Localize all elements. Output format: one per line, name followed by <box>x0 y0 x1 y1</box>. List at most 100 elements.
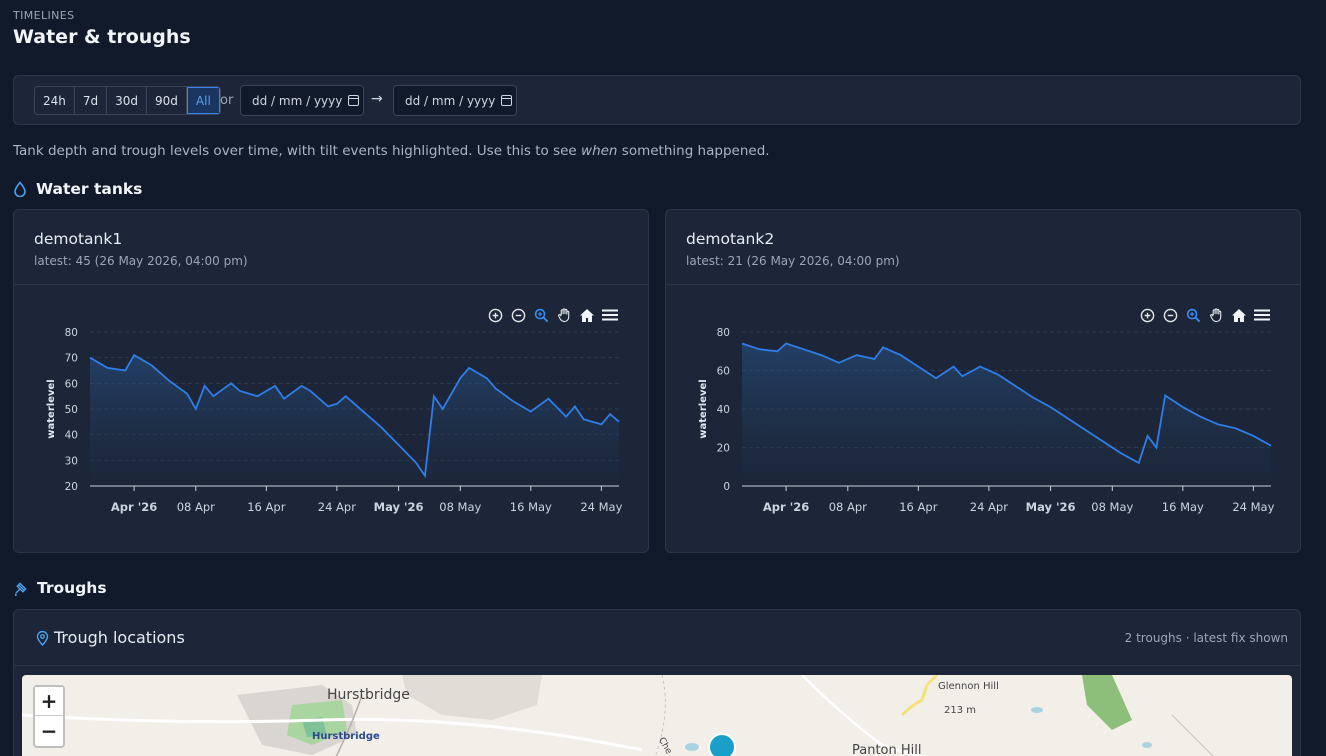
y-tick-label: 20 <box>717 443 730 455</box>
trough-locations-header: Trough locations 2 troughs · latest fix … <box>14 610 1300 666</box>
x-tick-label: 08 May <box>439 500 481 514</box>
tank-latest: latest: 45 (26 May 2026, 04:00 pm) <box>34 254 248 268</box>
trough-map[interactable]: Hurstbridge Hurstbridge Glennon Hill 213… <box>22 675 1292 756</box>
tank-chart-demotank2[interactable]: 0 20 40 60 80 Apr '26 08 Apr 16 Apr 24 Apr May '… <box>666 322 1302 552</box>
tank-card-demotank1: demotank1 latest: 45 (26 May 2026, 04:00… <box>13 209 649 553</box>
or-label: or <box>220 93 234 108</box>
to-date-input[interactable]: dd / mm / yyyy <box>393 85 517 116</box>
from-date-input[interactable]: dd / mm / yyyy <box>240 85 364 116</box>
y-tick-label: 60 <box>65 378 78 390</box>
page-eyebrow: TIMELINES <box>13 9 75 22</box>
troughs-heading: Troughs <box>13 579 107 597</box>
chart-toolbar <box>1137 306 1272 324</box>
range-24h-button[interactable]: 24h <box>35 87 75 114</box>
range-arrow: → <box>371 91 383 107</box>
page-title: Water & troughs <box>13 26 191 48</box>
description-text: Tank depth and trough levels over time, … <box>13 143 582 159</box>
tank-card-header: demotank1 latest: 45 (26 May 2026, 04:00… <box>14 210 648 285</box>
calendar-icon[interactable] <box>501 95 513 106</box>
selection-zoom-icon[interactable] <box>1183 306 1203 324</box>
water-tanks-title: Water tanks <box>36 180 143 198</box>
waterlevel-area <box>90 355 619 486</box>
map-pin-icon <box>36 631 49 646</box>
pan-hand-icon[interactable] <box>1206 306 1226 324</box>
home-reset-icon[interactable] <box>577 306 597 324</box>
map-tiles[interactable] <box>22 675 1292 756</box>
waterlevel-line <box>741 342 1272 465</box>
y-tick-label: 40 <box>717 404 730 416</box>
x-tick-label: May '26 <box>374 500 424 514</box>
x-tick-label: 16 May <box>510 500 552 514</box>
zoom-out-icon[interactable] <box>1160 306 1180 324</box>
range-button-group: 24h 7d 30d 90d All <box>34 86 221 115</box>
x-tick-label: 16 Apr <box>247 500 285 514</box>
map-zoom-in-button[interactable]: + <box>35 687 63 716</box>
x-tick-label: Apr '26 <box>111 500 157 514</box>
time-filter-bar: 24h 7d 30d 90d All or dd / mm / yyyy → d… <box>13 75 1301 125</box>
y-tick-label: 70 <box>65 353 78 365</box>
trough-locations-meta: 2 troughs · latest fix shown <box>1124 631 1288 645</box>
map-label-panton-hill: Panton Hill <box>852 743 922 756</box>
x-tick-label: 16 Apr <box>899 500 937 514</box>
page-description: Tank depth and trough levels over time, … <box>13 143 770 159</box>
y-axis-label: waterlevel <box>698 379 709 438</box>
x-tick-label: 24 May <box>580 500 622 514</box>
y-tick-label: 50 <box>65 404 78 416</box>
x-tick-label: May '26 <box>1026 500 1076 514</box>
x-tick-label: 24 Apr <box>970 500 1008 514</box>
range-7d-button[interactable]: 7d <box>75 87 108 114</box>
y-tick-label: 40 <box>65 430 78 442</box>
menu-icon[interactable] <box>600 306 620 324</box>
y-tick-label: 80 <box>717 327 730 339</box>
calendar-icon[interactable] <box>348 95 360 106</box>
y-tick-label: 30 <box>65 455 78 467</box>
map-label-glennon-hill: Glennon Hill <box>938 681 999 692</box>
tank-card-header: demotank2 latest: 21 (26 May 2026, 04:00… <box>666 210 1300 285</box>
tank-name: demotank2 <box>686 230 775 248</box>
map-label-hurstbridge: Hurstbridge <box>327 687 410 703</box>
description-text-end: something happened. <box>617 143 770 159</box>
x-tick-label: Apr '26 <box>763 500 809 514</box>
range-30d-button[interactable]: 30d <box>107 87 148 114</box>
zoom-out-icon[interactable] <box>508 306 528 324</box>
droplet-icon <box>14 181 26 197</box>
tank-name: demotank1 <box>34 230 123 248</box>
chart-toolbar <box>485 306 620 324</box>
trough-icon <box>14 581 27 596</box>
zoom-in-icon[interactable] <box>1137 306 1157 324</box>
tank-card-demotank2: demotank2 latest: 21 (26 May 2026, 04:00… <box>665 209 1301 553</box>
trough-marker-icon[interactable] <box>708 733 736 756</box>
y-axis-label: waterlevel <box>46 379 57 438</box>
from-date-placeholder: dd / mm / yyyy <box>252 93 343 108</box>
waterlevel-line <box>89 353 620 479</box>
water-tanks-heading: Water tanks <box>13 180 142 198</box>
y-tick-label: 60 <box>717 366 730 378</box>
trough-locations-card: Trough locations 2 troughs · latest fix … <box>13 609 1301 756</box>
waterlevel-area <box>742 343 1271 486</box>
x-tick-label: 24 Apr <box>318 500 356 514</box>
trough-locations-title: Trough locations <box>54 628 185 647</box>
description-emphasis: when <box>581 143 618 159</box>
x-tick-label: 08 Apr <box>829 500 867 514</box>
x-tick-label: 08 Apr <box>177 500 215 514</box>
x-tick-label: 08 May <box>1091 500 1133 514</box>
menu-icon[interactable] <box>1252 306 1272 324</box>
x-tick-label: 16 May <box>1162 500 1204 514</box>
tank-chart-demotank1[interactable]: 20 30 40 50 60 70 80 Apr '26 08 Apr 16 Apr 24 Apr… <box>14 322 650 552</box>
troughs-title: Troughs <box>37 579 107 597</box>
home-reset-icon[interactable] <box>1229 306 1249 324</box>
y-tick-label: 0 <box>723 481 730 493</box>
pan-hand-icon[interactable] <box>554 306 574 324</box>
to-date-placeholder: dd / mm / yyyy <box>405 93 496 108</box>
tank-latest: latest: 21 (26 May 2026, 04:00 pm) <box>686 254 900 268</box>
range-90d-button[interactable]: 90d <box>147 87 187 114</box>
range-all-button[interactable]: All <box>186 87 220 114</box>
zoom-in-icon[interactable] <box>485 306 505 324</box>
map-label-elevation: 213 m <box>944 705 977 716</box>
selection-zoom-icon[interactable] <box>531 306 551 324</box>
map-label-hurstbridge-station: Hurstbridge <box>312 731 380 742</box>
y-tick-label: 80 <box>65 327 78 339</box>
y-tick-label: 20 <box>65 481 78 493</box>
map-zoom-control: + − <box>33 685 65 748</box>
map-zoom-out-button[interactable]: − <box>35 716 63 745</box>
